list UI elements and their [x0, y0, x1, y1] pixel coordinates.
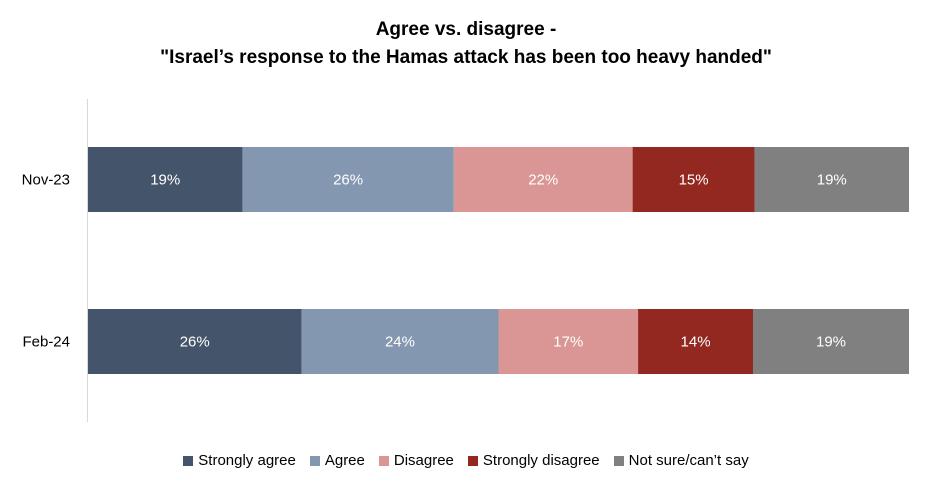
legend-item: Strongly agree: [183, 452, 296, 469]
data-label: 22%: [528, 172, 558, 189]
data-label: 14%: [681, 334, 711, 351]
legend-item: Disagree: [378, 452, 454, 469]
bar-segment-not-sure-can-t-say: [754, 147, 909, 212]
data-label: 17%: [553, 334, 583, 351]
legend-swatch: [467, 455, 478, 466]
bar-segment-disagree: [498, 309, 639, 374]
chart-plot: 19% 26% 22% 15% 19% Nov-23 26% 24% 17% 14% 19% Feb-…: [22, 99, 909, 422]
bar-segment-disagree: [453, 147, 633, 212]
legend-item: Strongly disagree: [467, 452, 600, 469]
legend-label: Strongly disagree: [482, 452, 600, 469]
legend-label: Not sure/can’t say: [628, 452, 749, 469]
bar-segment-not-sure-can-t-say: [753, 309, 909, 374]
legend-swatch: [309, 455, 320, 466]
bar-segment-agree: [301, 309, 499, 374]
chart-title-line-1: Agree vs. disagree -: [375, 19, 557, 40]
bar-segment-strongly-disagree: [632, 147, 755, 212]
chart-legend: Strongly agree Agree Disagree Strongly disa…: [0, 452, 932, 469]
legend-label: Strongly agree: [198, 452, 296, 469]
data-label: 24%: [385, 334, 415, 351]
data-label: 26%: [333, 172, 363, 189]
data-label: 19%: [817, 172, 847, 189]
bar-segment-strongly-agree: [88, 309, 302, 374]
data-label: 19%: [150, 172, 180, 189]
legend-swatch: [613, 455, 624, 466]
chart-title: Agree vs. disagree - "Israel’s response …: [0, 16, 932, 72]
bar-segment-strongly-disagree: [638, 309, 754, 374]
data-label: 15%: [679, 172, 709, 189]
legend-label: Disagree: [393, 452, 454, 469]
legend-item: Not sure/can’t say: [613, 452, 749, 469]
legend-swatch: [378, 455, 389, 466]
legend-item: Agree: [309, 452, 365, 469]
legend-label: Agree: [324, 452, 365, 469]
chart-title-line-2: "Israel’s response to the Hamas attack h…: [160, 47, 772, 68]
data-label: 26%: [180, 334, 210, 351]
bar-segment-agree: [242, 147, 454, 212]
category-label: Nov-23: [22, 172, 70, 189]
bar-segment-strongly-agree: [88, 147, 243, 212]
data-label: 19%: [816, 334, 846, 351]
legend-swatch: [183, 455, 194, 466]
category-label: Feb-24: [22, 334, 70, 351]
